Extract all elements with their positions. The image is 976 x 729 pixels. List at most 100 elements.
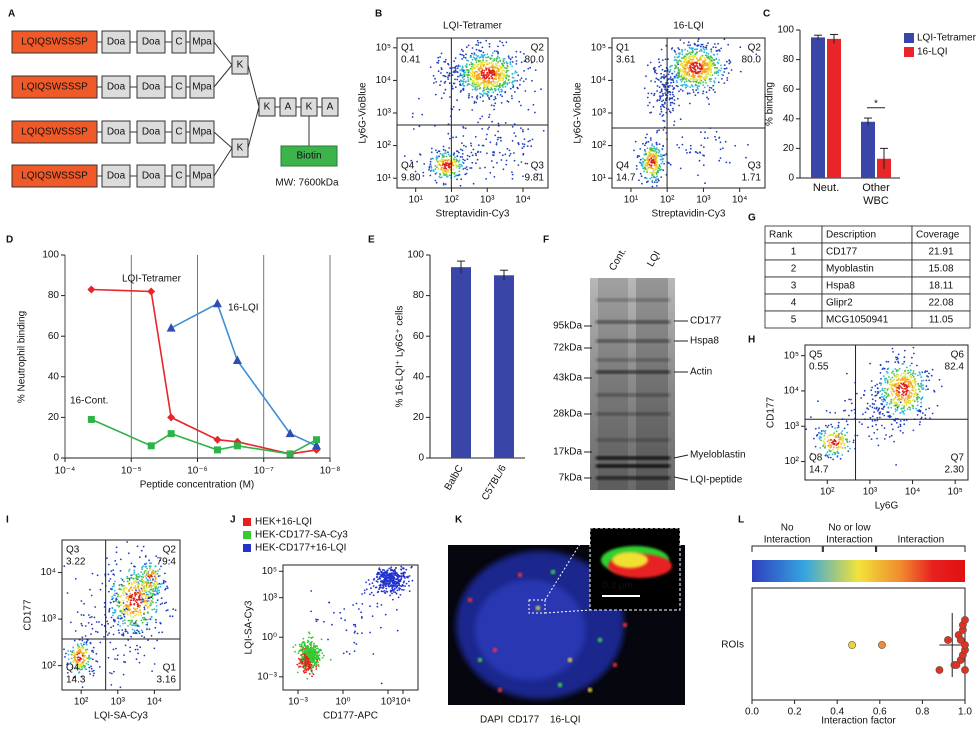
event-dot: [369, 605, 371, 608]
event-dot: [712, 84, 715, 87]
event-dot: [874, 400, 877, 402]
event-dot: [76, 653, 79, 656]
event-dot: [122, 622, 124, 625]
event-dot: [810, 452, 813, 455]
linker-box: [136, 120, 166, 144]
event-dot: [394, 574, 397, 576]
event-dot: [133, 571, 136, 574]
event-dot: [931, 368, 934, 371]
event-dot: [462, 135, 465, 137]
event-dot: [459, 184, 462, 187]
event-dot: [141, 578, 143, 580]
event-dot: [503, 81, 506, 84]
event-dot: [500, 139, 502, 142]
event-dot: [379, 569, 382, 571]
event-dot: [464, 173, 467, 176]
event-dot: [914, 373, 917, 375]
event-dot: [143, 606, 146, 609]
event-dot: [491, 73, 493, 75]
event-dot: [651, 162, 653, 164]
event-dot: [155, 618, 157, 621]
event-dot: [448, 155, 451, 157]
event-dot: [717, 42, 719, 45]
event-dot: [651, 185, 654, 188]
event-dot: [144, 555, 147, 557]
residue-label: K: [306, 102, 313, 113]
event-dot: [405, 582, 408, 585]
event-dot: [655, 142, 658, 145]
event-dot: [481, 56, 483, 58]
event-dot: [652, 150, 655, 152]
event-dot: [669, 68, 672, 71]
event-dot: [492, 71, 494, 74]
event-dot: [925, 408, 927, 411]
event-dot: [116, 604, 118, 607]
event-dot: [66, 662, 69, 665]
event-dot: [127, 582, 130, 584]
event-dot: [127, 583, 130, 586]
event-dot: [137, 576, 140, 578]
event-dot: [344, 619, 346, 622]
event-dot: [496, 83, 499, 86]
event-dot: [488, 126, 490, 129]
event-dot: [651, 179, 654, 182]
event-dot: [818, 432, 820, 434]
event-dot: [137, 573, 140, 576]
event-dot: [706, 71, 709, 74]
event-dot: [901, 387, 903, 390]
event-dot: [440, 176, 443, 179]
event-dot: [127, 619, 130, 622]
event-dot: [690, 84, 693, 86]
event-dot: [516, 86, 519, 89]
event-dot: [657, 154, 660, 157]
event-dot: [492, 154, 494, 156]
event-dot: [805, 428, 808, 431]
event-dot: [496, 55, 499, 58]
event-dot: [394, 569, 396, 571]
event-dot: [478, 61, 481, 64]
y-axis-label: Ly6G-VioBlue: [358, 82, 369, 144]
event-dot: [462, 126, 465, 129]
event-dot: [654, 69, 657, 72]
event-dot: [117, 621, 120, 623]
event-dot: [390, 566, 393, 569]
event-dot: [653, 92, 656, 95]
event-dot: [710, 48, 713, 51]
event-dot: [402, 575, 404, 577]
event-dot: [141, 584, 144, 587]
event-dot: [662, 99, 665, 102]
event-dot: [670, 48, 673, 50]
event-dot: [506, 65, 509, 68]
event-dot: [488, 42, 491, 45]
event-dot: [662, 94, 664, 97]
event-dot: [523, 70, 525, 72]
event-dot: [903, 377, 906, 380]
event-dot: [879, 364, 882, 367]
event-dot: [723, 71, 726, 73]
linker-label: Mpa: [192, 82, 212, 93]
event-dot: [698, 74, 700, 77]
event-dot: [825, 453, 828, 456]
event-dot: [866, 402, 869, 405]
event-dot: [657, 151, 660, 154]
event-dot: [664, 58, 667, 61]
quadrant-name: Q2: [748, 43, 762, 54]
y-tick-label: 10¹: [377, 173, 392, 184]
event-dot: [664, 101, 666, 104]
event-dot: [844, 399, 846, 402]
event-dot: [303, 664, 306, 666]
biotin-box: [280, 145, 338, 167]
event-dot: [296, 663, 299, 666]
event-dot: [148, 590, 151, 593]
event-dot: [891, 347, 894, 350]
event-dot: [134, 648, 137, 651]
event-dot: [140, 629, 143, 632]
event-dot: [656, 175, 658, 178]
event-dot: [916, 400, 919, 403]
event-dot: [124, 592, 127, 595]
event-dot: [687, 52, 690, 55]
event-dot: [134, 614, 136, 617]
event-dot: [76, 611, 79, 613]
event-dot: [467, 70, 470, 73]
event-dot: [818, 427, 820, 429]
